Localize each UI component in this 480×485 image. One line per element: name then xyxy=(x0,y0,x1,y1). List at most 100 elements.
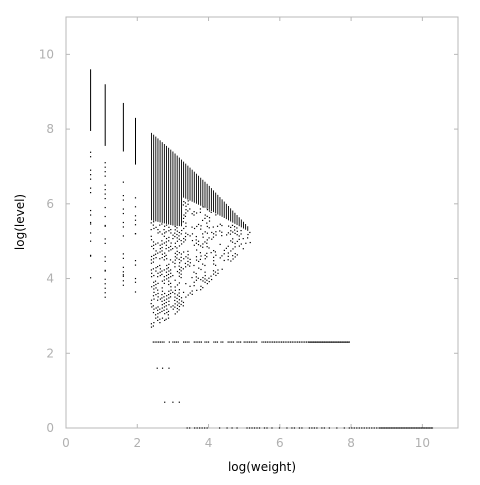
data-point xyxy=(247,233,249,236)
data-point xyxy=(253,427,256,429)
data-point xyxy=(178,401,180,403)
data-point xyxy=(161,310,163,313)
data-point xyxy=(215,274,217,277)
data-point xyxy=(221,255,223,257)
data-point xyxy=(161,246,163,249)
data-point xyxy=(258,427,261,429)
data-point xyxy=(157,229,159,231)
data-point xyxy=(197,240,200,242)
data-point xyxy=(182,301,185,304)
data-point xyxy=(251,427,253,429)
data-point xyxy=(159,268,161,270)
data-point xyxy=(172,237,174,240)
data-point xyxy=(197,244,200,246)
data-point xyxy=(89,174,92,176)
data-point xyxy=(122,257,124,259)
data-point xyxy=(163,255,166,258)
data-point xyxy=(89,214,92,216)
data-point xyxy=(134,260,137,262)
data-point xyxy=(348,427,350,429)
data-point xyxy=(150,302,152,305)
data-point xyxy=(163,235,165,237)
data-point xyxy=(200,255,202,257)
y-tick-label: 2 xyxy=(46,346,54,360)
data-point xyxy=(161,223,163,225)
data-point xyxy=(161,253,164,255)
data-point xyxy=(169,292,172,295)
data-point xyxy=(134,224,137,226)
data-point xyxy=(163,279,165,281)
data-point xyxy=(279,341,281,343)
data-point xyxy=(122,226,124,228)
data-point xyxy=(155,250,157,252)
data-point xyxy=(159,224,161,226)
data-point xyxy=(165,237,168,240)
data-point xyxy=(182,217,185,219)
data-point xyxy=(174,306,176,308)
data-point xyxy=(155,243,157,245)
data-point xyxy=(170,282,172,284)
data-point xyxy=(286,341,288,343)
data-point xyxy=(180,276,182,279)
y-tick-label: 0 xyxy=(46,421,54,435)
y-tick-label: 8 xyxy=(46,122,54,136)
data-point xyxy=(189,265,191,267)
data-point xyxy=(104,215,106,218)
data-point xyxy=(161,273,163,276)
data-point xyxy=(150,229,152,231)
data-point xyxy=(178,302,180,304)
data-point xyxy=(243,341,245,343)
data-point xyxy=(271,427,273,429)
data-point xyxy=(104,260,106,262)
data-point xyxy=(305,341,308,343)
data-point xyxy=(291,427,293,429)
data-point xyxy=(104,283,106,285)
data-point xyxy=(175,341,178,343)
data-point xyxy=(180,243,183,245)
data-point xyxy=(191,276,193,279)
data-point xyxy=(154,314,157,316)
data-point xyxy=(104,184,106,186)
data-point xyxy=(150,239,153,241)
data-point xyxy=(174,256,176,258)
data-point xyxy=(298,427,301,429)
data-point xyxy=(308,427,310,429)
data-point xyxy=(157,292,159,295)
data-point xyxy=(156,367,158,369)
data-point xyxy=(153,254,155,256)
data-point xyxy=(200,278,202,281)
data-point xyxy=(89,254,92,256)
data-point xyxy=(150,222,152,224)
data-point xyxy=(104,238,106,240)
data-point xyxy=(193,285,195,287)
data-point xyxy=(196,427,198,429)
data-point xyxy=(156,341,158,343)
data-point xyxy=(122,181,124,183)
data-point xyxy=(230,226,232,229)
data-point xyxy=(186,427,188,429)
data-point xyxy=(206,427,208,429)
data-point xyxy=(168,230,170,232)
data-point xyxy=(178,272,180,274)
data-point xyxy=(206,209,209,211)
data-point xyxy=(202,236,204,238)
data-point xyxy=(185,232,187,234)
x-tick-label: 6 xyxy=(276,436,284,450)
data-point xyxy=(227,232,230,234)
data-point xyxy=(155,283,157,286)
data-point xyxy=(261,341,263,343)
data-point xyxy=(174,246,176,248)
data-point xyxy=(219,230,221,232)
data-point xyxy=(163,299,166,301)
data-point xyxy=(122,199,124,201)
data-point xyxy=(227,259,229,261)
data-point xyxy=(221,224,223,227)
data-point xyxy=(174,232,176,234)
data-point xyxy=(202,206,204,208)
data-point xyxy=(196,225,198,228)
data-point xyxy=(170,242,172,244)
data-point xyxy=(163,306,166,308)
data-point xyxy=(168,236,170,239)
data-point xyxy=(170,269,172,271)
data-point xyxy=(157,242,159,244)
